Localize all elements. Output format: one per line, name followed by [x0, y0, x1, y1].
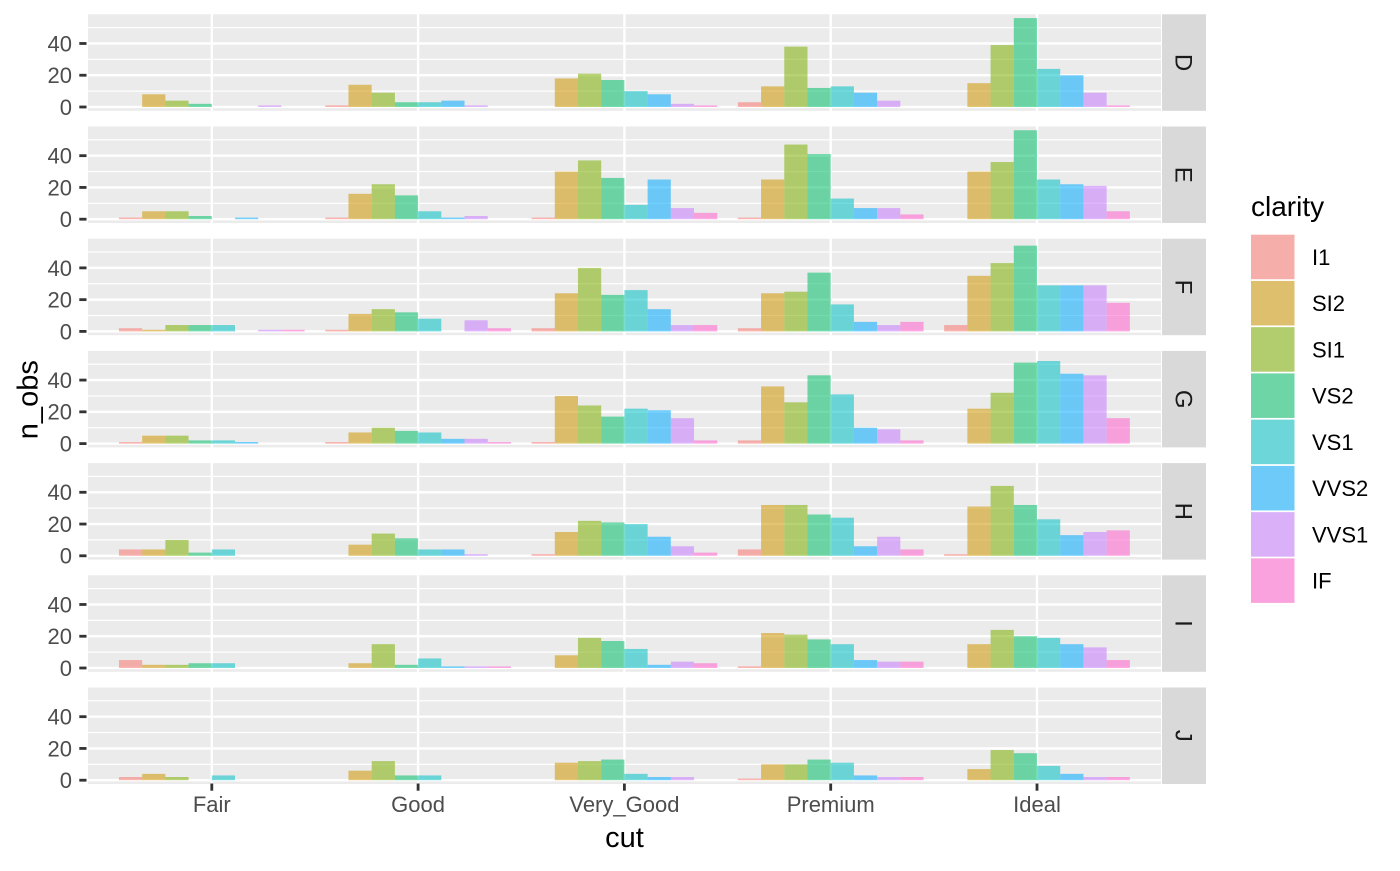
- svg-text:D: D: [1169, 54, 1196, 71]
- svg-text:SI1: SI1: [1312, 337, 1345, 362]
- svg-text:I: I: [1169, 620, 1196, 627]
- svg-text:40: 40: [48, 31, 72, 56]
- svg-text:0: 0: [60, 656, 72, 681]
- svg-text:40: 40: [48, 480, 72, 505]
- svg-text:clarity: clarity: [1251, 191, 1324, 222]
- svg-text:40: 40: [48, 144, 72, 169]
- svg-text:40: 40: [48, 705, 72, 730]
- svg-text:VVS2: VVS2: [1312, 476, 1368, 501]
- svg-text:H: H: [1169, 503, 1196, 520]
- svg-text:VS2: VS2: [1312, 384, 1354, 409]
- svg-text:40: 40: [48, 256, 72, 281]
- svg-text:20: 20: [48, 175, 72, 200]
- svg-text:Fair: Fair: [193, 792, 231, 817]
- svg-text:IF: IF: [1312, 569, 1332, 594]
- svg-text:I1: I1: [1312, 245, 1330, 270]
- svg-text:20: 20: [48, 736, 72, 761]
- svg-text:Premium: Premium: [787, 792, 875, 817]
- svg-text:20: 20: [48, 624, 72, 649]
- svg-text:Ideal: Ideal: [1013, 792, 1061, 817]
- svg-text:0: 0: [60, 319, 72, 344]
- svg-text:0: 0: [60, 207, 72, 232]
- svg-text:E: E: [1169, 167, 1196, 183]
- svg-text:Good: Good: [391, 792, 445, 817]
- svg-text:40: 40: [48, 592, 72, 617]
- svg-text:40: 40: [48, 368, 72, 393]
- svg-text:cut: cut: [605, 822, 644, 854]
- svg-text:F: F: [1169, 280, 1196, 295]
- svg-text:20: 20: [48, 400, 72, 425]
- svg-text:20: 20: [48, 512, 72, 537]
- svg-text:20: 20: [48, 63, 72, 88]
- svg-text:VVS1: VVS1: [1312, 522, 1368, 547]
- svg-text:n_obs: n_obs: [12, 360, 44, 439]
- svg-text:0: 0: [60, 768, 72, 793]
- svg-text:J: J: [1169, 730, 1196, 742]
- svg-text:G: G: [1169, 390, 1196, 409]
- svg-text:SI2: SI2: [1312, 291, 1345, 316]
- svg-text:0: 0: [60, 95, 72, 120]
- svg-text:0: 0: [60, 432, 72, 457]
- svg-text:Very_Good: Very_Good: [569, 792, 679, 817]
- svg-text:0: 0: [60, 544, 72, 569]
- svg-text:VS1: VS1: [1312, 430, 1354, 455]
- svg-text:20: 20: [48, 288, 72, 313]
